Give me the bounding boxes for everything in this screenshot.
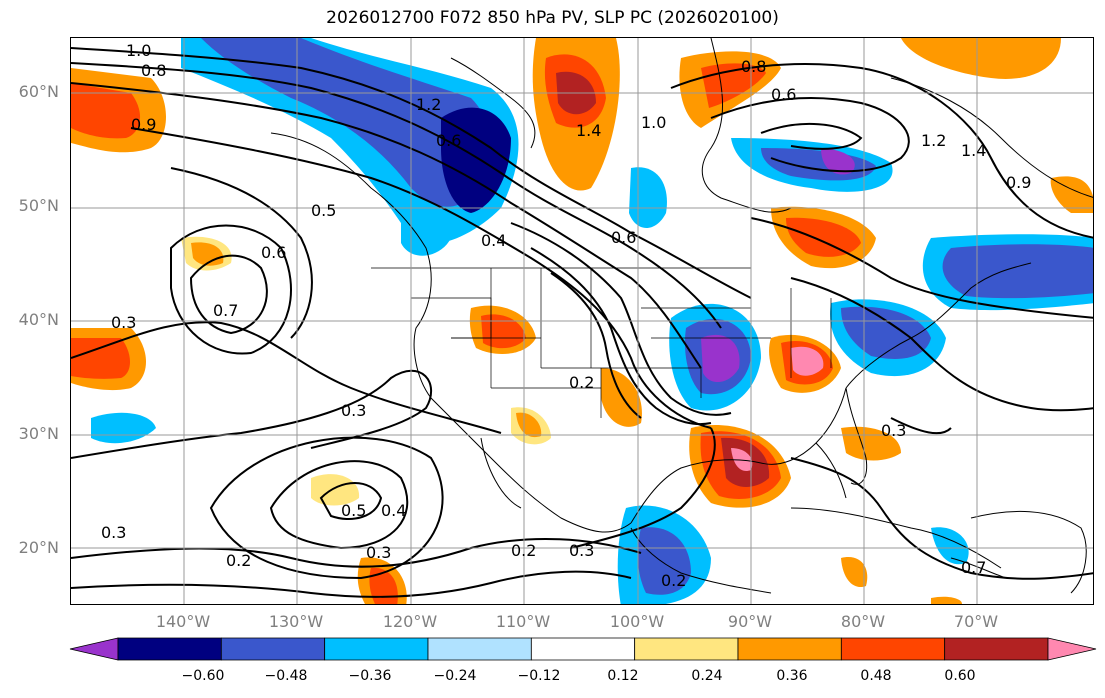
lon-label-120w: 120°W — [382, 612, 438, 631]
map-panel: 1.0 0.8 0.9 1.2 0.6 1.4 1.0 0.8 1.4 0.6 … — [70, 37, 1094, 605]
colorbar-tick-label: −0.24 — [433, 668, 477, 684]
colorbar-tick-label: −0.36 — [348, 668, 392, 684]
contour-label: 1.2 — [416, 95, 441, 114]
contour-label: 0.3 — [111, 313, 136, 332]
lon-label-110w: 110°W — [495, 612, 551, 631]
contour-label: 0.2 — [569, 373, 594, 392]
contour-label: 0.3 — [366, 543, 391, 562]
colorbar — [69, 637, 1097, 661]
colorbar-cell — [117, 637, 222, 661]
lat-label-30n: 30°N — [18, 424, 59, 443]
colorbar-cell — [634, 637, 739, 661]
colorbar-cell — [427, 637, 532, 661]
contour-label: 0.6 — [436, 131, 461, 150]
contour-label: 0.6 — [261, 243, 286, 262]
lat-label-50n: 50°N — [18, 196, 59, 215]
colorbar-tick-label: 0.48 — [860, 668, 892, 684]
contour-label: 0.3 — [881, 421, 906, 440]
colorbar-cell — [324, 637, 429, 661]
lon-label-140w: 140°W — [155, 612, 211, 631]
colorbar-cell — [944, 637, 1049, 661]
contour-label: 0.4 — [481, 231, 506, 250]
lat-label-40n: 40°N — [18, 310, 59, 329]
lon-label-90w: 90°W — [727, 612, 773, 631]
colorbar-cell — [737, 637, 842, 661]
contour-label: 0.6 — [771, 85, 796, 104]
state-borders — [371, 267, 832, 418]
colorbar-tick-label: −0.12 — [517, 668, 561, 684]
coastlines — [270, 38, 1093, 594]
contour-label: 0.3 — [341, 401, 366, 420]
colorbar-arrow-min — [69, 637, 119, 661]
contour-value-labels: 1.0 0.8 0.9 1.2 0.6 1.4 1.0 0.8 1.4 0.6 … — [101, 41, 1031, 590]
contour-label: 0.5 — [311, 201, 336, 220]
colorbar-cell — [220, 637, 326, 661]
contour-label: 0.9 — [1006, 173, 1031, 192]
colorbar-tick-label: 0.60 — [944, 668, 976, 684]
contour-label: 0.3 — [569, 541, 594, 560]
map-plot: 1.0 0.8 0.9 1.2 0.6 1.4 1.0 0.8 1.4 0.6 … — [71, 38, 1093, 604]
colorbar-tick-label: 0.12 — [607, 668, 639, 684]
colorbar-cell — [530, 637, 636, 661]
slp-contours — [71, 47, 1093, 598]
lon-label-100w: 100°W — [609, 612, 665, 631]
lon-label-80w: 80°W — [840, 612, 886, 631]
contour-label: 0.2 — [511, 541, 536, 560]
contour-label: 0.9 — [131, 115, 156, 134]
contour-label: 0.5 — [341, 501, 366, 520]
contour-label: 0.2 — [661, 571, 686, 590]
colorbar-tick-label: −0.60 — [181, 668, 225, 684]
contour-label: 0.7 — [961, 558, 986, 577]
lon-label-130w: 130°W — [268, 612, 324, 631]
contour-label: 0.8 — [141, 61, 166, 80]
colorbar-tick-label: −0.48 — [264, 668, 308, 684]
contour-label: 1.0 — [126, 41, 151, 60]
map-title: 2026012700 F072 850 hPa PV, SLP PC (2026… — [326, 8, 779, 28]
lat-label-60n: 60°N — [18, 82, 59, 101]
contour-label: 0.8 — [741, 57, 766, 76]
contour-label: 1.4 — [961, 141, 986, 160]
contour-label: 1.2 — [921, 131, 946, 150]
lon-label-70w: 70°W — [953, 612, 999, 631]
graticule — [71, 38, 1093, 604]
contour-label: 0.7 — [213, 301, 238, 320]
contour-label: 1.0 — [641, 113, 666, 132]
contour-label: 0.2 — [226, 551, 251, 570]
colorbar-cell — [840, 637, 946, 661]
lat-label-20n: 20°N — [18, 538, 59, 557]
contour-label: 0.3 — [101, 523, 126, 542]
contour-label: 0.4 — [381, 501, 406, 520]
contour-label: 0.6 — [611, 228, 636, 247]
colorbar-tick-label: 0.36 — [776, 668, 808, 684]
contour-label: 1.4 — [576, 121, 601, 140]
colorbar-cells — [69, 637, 1097, 661]
colorbar-arrow-max — [1047, 637, 1097, 661]
colorbar-tick-label: 0.24 — [691, 668, 723, 684]
